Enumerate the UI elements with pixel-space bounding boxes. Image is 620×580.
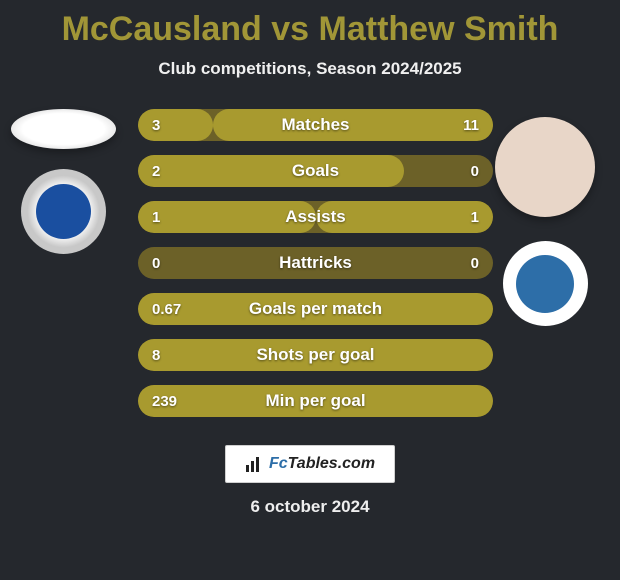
bar-row: 11Assists <box>138 201 493 233</box>
bar-label: Min per goal <box>138 391 493 411</box>
brand-text: FcTables.com <box>269 455 375 473</box>
page-title: McCausland vs Matthew Smith <box>0 0 620 49</box>
bar-label: Assists <box>138 207 493 227</box>
chart-icon <box>245 455 263 473</box>
comparison-content: 311Matches 20Goals 11Assists 00Hattricks 0.6… <box>0 109 620 417</box>
left-column <box>8 109 118 254</box>
player-avatar-right <box>495 117 595 217</box>
bar-label: Goals per match <box>138 299 493 319</box>
bar-label: Goals <box>138 161 493 181</box>
bar-row: 0.67Goals per match <box>138 293 493 325</box>
bar-row: 8Shots per goal <box>138 339 493 371</box>
bar-row: 239Min per goal <box>138 385 493 417</box>
bar-row: 311Matches <box>138 109 493 141</box>
footer-brand: FcTables.com <box>225 445 395 483</box>
club-badge-left <box>21 169 106 254</box>
bar-row: 00Hattricks <box>138 247 493 279</box>
subtitle: Club competitions, Season 2024/2025 <box>0 59 620 79</box>
club-badge-right <box>503 241 588 326</box>
bar-label: Hattricks <box>138 253 493 273</box>
bar-row: 20Goals <box>138 155 493 187</box>
right-column <box>490 117 600 326</box>
bar-label: Shots per goal <box>138 345 493 365</box>
footer-date: 6 october 2024 <box>0 497 620 517</box>
bar-label: Matches <box>138 115 493 135</box>
player-avatar-left <box>11 109 116 149</box>
comparison-bars: 311Matches 20Goals 11Assists 00Hattricks 0.6… <box>138 109 493 417</box>
